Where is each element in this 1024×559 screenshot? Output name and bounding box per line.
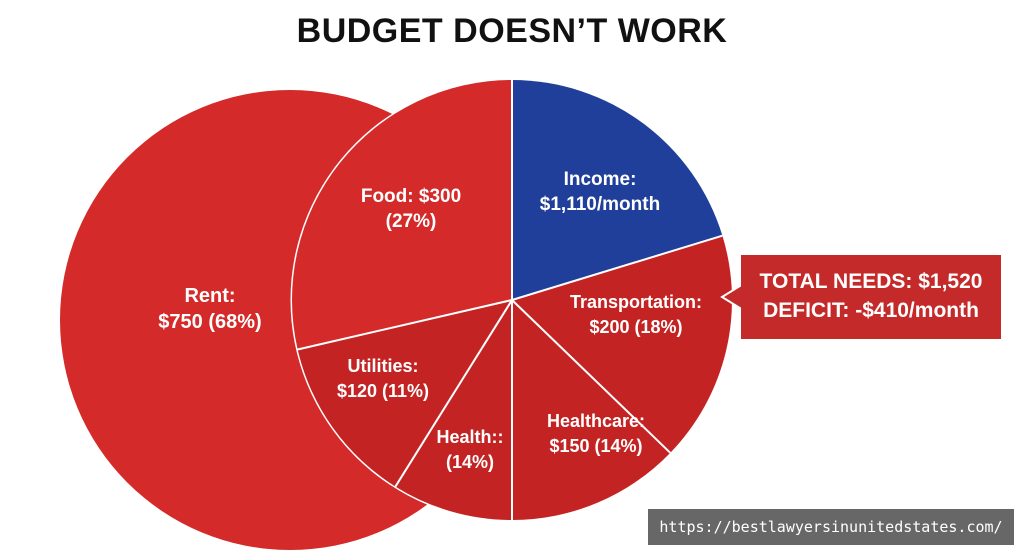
- slice-labels: Rent: $750 (68%) Income: $1,110/month Transp…: [158, 169, 702, 472]
- pie-divider: [394, 299, 513, 488]
- slice-healthcare: [512, 300, 671, 520]
- label-health: Health:: (14%): [437, 427, 504, 472]
- label-income: Income: $1,110/month: [540, 169, 660, 215]
- budget-pie-group: [290, 78, 734, 522]
- pie-dividers: [297, 80, 723, 520]
- label-transportation: Transportation: $200 (18%): [570, 292, 702, 337]
- callout-box: [720, 253, 1003, 341]
- callout-deficit: DEFICIT: -$410/month: [763, 299, 979, 322]
- watermark-url[interactable]: https://bestlawyersinunitedstates.com/: [648, 509, 1014, 545]
- slice-utilities: [297, 300, 512, 487]
- label-rent: Rent: $750 (68%): [158, 285, 261, 333]
- label-food: Food: $300 (27%): [361, 186, 461, 232]
- pie-divider: [511, 299, 671, 454]
- slice-transportation: [512, 235, 732, 453]
- slice-health: [395, 300, 512, 520]
- slice-food: [292, 80, 512, 350]
- pie-divider: [511, 234, 723, 301]
- label-healthcare: Healthcare: $150 (14%): [547, 411, 645, 456]
- callout-total-needs: TOTAL NEEDS: $1,520: [760, 270, 983, 293]
- pie-divider: [297, 299, 513, 351]
- slice-income: [512, 80, 723, 300]
- page-title: BUDGET DOESN’T WORK: [296, 12, 728, 50]
- label-utilities: Utilities: $120 (11%): [337, 356, 429, 401]
- deficit-callout: TOTAL NEEDS: $1,520 DEFICIT: -$410/month: [720, 253, 1003, 341]
